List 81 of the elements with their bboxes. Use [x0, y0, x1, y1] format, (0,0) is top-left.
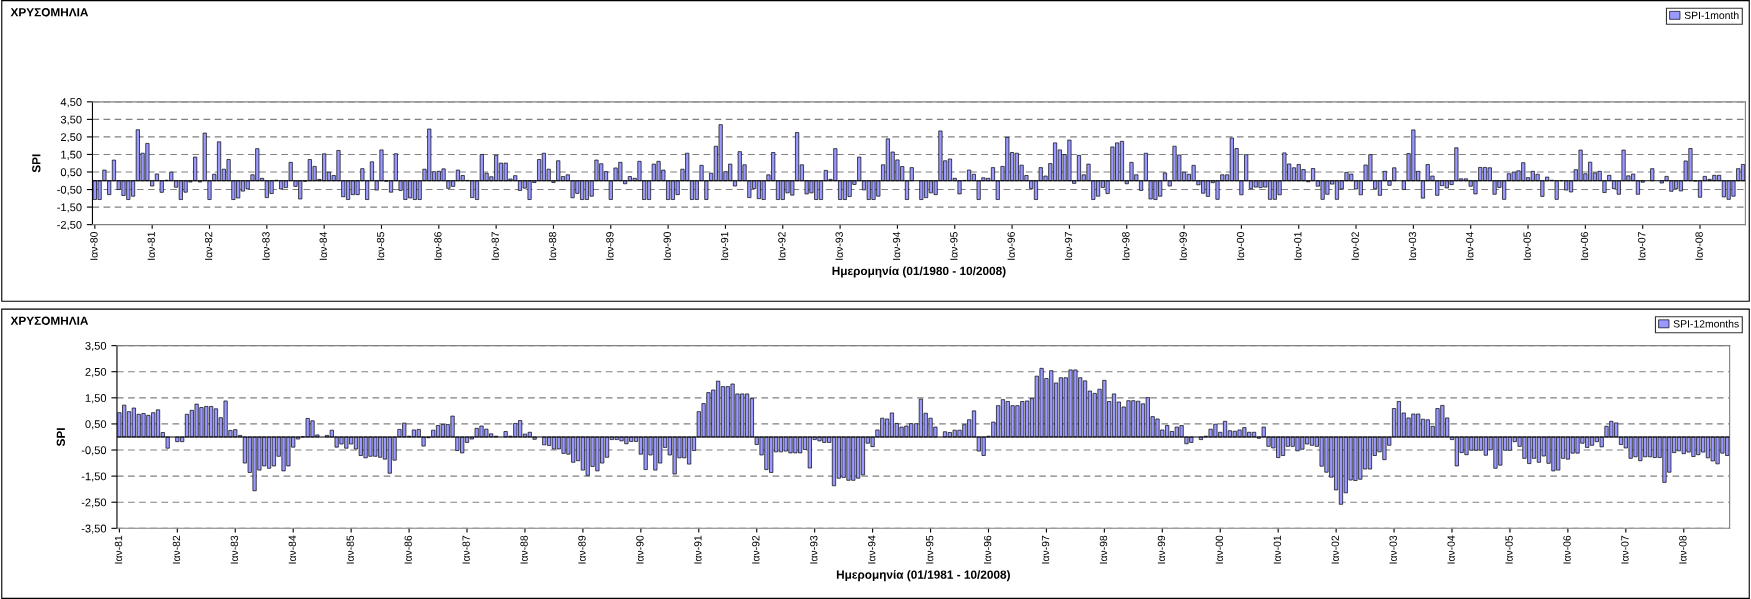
x-tick-label: Ιαν-01: [1273, 535, 1281, 564]
x-tick-label: Ιαν-04: [1466, 231, 1474, 260]
y-tick-label: -0,50: [81, 446, 107, 456]
x-tick-label: Ιαν-03: [1389, 535, 1397, 564]
y-axis-title: SPI: [56, 428, 65, 447]
x-tick-label: Ιαν-86: [404, 535, 412, 564]
y-tick-label: 1,50: [85, 394, 107, 404]
x-tick-label: Ιαν-86: [434, 232, 442, 260]
chart-title: ΧΡΥΣΟΜΗΛΙΑ: [10, 8, 89, 17]
x-tick-label: Ιαν-00: [1236, 231, 1245, 260]
x-tick-label: Ιαν-81: [114, 535, 123, 564]
x-tick-label: Ιαν-07: [1638, 232, 1646, 260]
y-tick-label: -0,50: [57, 185, 82, 195]
y-tick-label: 3,50: [85, 341, 107, 352]
x-tick-label: Ιαν-97: [1064, 232, 1073, 260]
x-tick-label: Ιαν-08: [1695, 232, 1703, 260]
x-tick-label: Ιαν-02: [1331, 535, 1339, 564]
x-tick-label: Ιαν-94: [892, 231, 901, 260]
x-tick-label: Ιαν-88: [548, 232, 557, 260]
x-tick-label: Ιαν-93: [835, 232, 843, 260]
x-tick-label: Ιαν-07: [1621, 535, 1629, 564]
x-tick-label: Ιαν-98: [1122, 232, 1130, 260]
y-tick-label: -2,50: [57, 220, 82, 231]
y-tick-label: 0,50: [85, 420, 107, 430]
y-tick-label: 2,50: [60, 133, 82, 143]
legend-label: SPI-12months: [1673, 319, 1739, 328]
x-tick-label: Ιαν-85: [346, 535, 354, 564]
x-tick-label: Ιαν-91: [720, 232, 729, 260]
y-tick-label: 4,50: [60, 98, 82, 108]
y-axis-title: SPI: [32, 154, 41, 173]
x-tick-label: Ιαν-95: [925, 535, 934, 564]
x-tick-label: Ιαν-82: [172, 535, 181, 564]
x-tick-label: Ιαν-83: [230, 535, 239, 564]
x-tick-label: Ιαν-87: [462, 535, 470, 564]
x-tick-label: Ιαν-85: [376, 232, 385, 260]
x-tick-label: Ιαν-83: [262, 232, 270, 260]
x-tick-label: Ιαν-92: [752, 535, 760, 564]
x-tick-label: Ιαν-93: [810, 535, 818, 564]
x-tick-label: Ιαν-06: [1563, 535, 1571, 564]
x-tick-label: Ιαν-82: [204, 232, 213, 260]
x-axis-title: Ημερομηνία (01/1981 - 10/2008): [836, 570, 1010, 582]
x-tick-label: Ιαν-03: [1408, 232, 1417, 260]
x-tick-label: Ιαν-98: [1099, 535, 1108, 564]
x-tick-label: Ιαν-88: [520, 535, 528, 564]
x-tick-label: Ιαν-02: [1351, 232, 1359, 260]
legend-label: SPI-1month: [1684, 11, 1739, 20]
x-tick-label: Ιαν-96: [983, 535, 992, 564]
y-tick-label: -3,50: [81, 524, 107, 534]
x-tick-label: Ιαν-91: [694, 535, 702, 564]
x-tick-label: Ιαν-05: [1505, 535, 1513, 564]
y-tick-label: -1,50: [81, 472, 107, 482]
x-tick-label: Ιαν-08: [1679, 535, 1687, 564]
x-tick-label: Ιαν-90: [663, 231, 671, 260]
x-tick-label: Ιαν-01: [1294, 232, 1302, 260]
y-tick-label: 3,50: [60, 115, 82, 125]
x-tick-label: Ιαν-00: [1215, 535, 1224, 564]
x-tick-label: Ιαν-05: [1523, 232, 1531, 260]
y-tick-label: 0,50: [60, 168, 82, 178]
x-tick-label: Ιαν-99: [1179, 232, 1187, 260]
x-tick-label: Ιαν-04: [1447, 535, 1455, 564]
x-tick-label: Ιαν-95: [950, 232, 958, 260]
x-tick-label: Ιαν-96: [1007, 232, 1015, 260]
x-tick-label: Ιαν-80: [90, 231, 98, 260]
x-tick-label: Ιαν-06: [1580, 232, 1589, 260]
x-tick-label: Ιαν-84: [319, 231, 327, 260]
x-tick-label: Ιαν-84: [288, 535, 296, 564]
x-tick-label: Ιαν-90: [636, 535, 644, 564]
x-tick-label: Ιαν-92: [778, 232, 786, 260]
y-tick-label: -1,50: [57, 203, 82, 213]
x-axis-title: Ημερομηνία (01/1980 - 10/2008): [832, 266, 1006, 278]
x-tick-label: Ιαν-97: [1041, 535, 1050, 564]
x-tick-label: Ιαν-89: [606, 232, 614, 260]
y-tick-label: 2,50: [85, 367, 107, 378]
y-tick-label: 1,50: [61, 150, 82, 160]
chart-title: ΧΡΥΣΟΜΗΛΙΑ: [10, 316, 89, 325]
y-tick-label: -2,50: [81, 498, 107, 508]
x-tick-label: Ιαν-94: [868, 535, 876, 564]
x-tick-label: Ιαν-87: [491, 232, 499, 260]
x-tick-label: Ιαν-99: [1157, 535, 1166, 564]
x-tick-label: Ιαν-89: [578, 535, 586, 564]
x-tick-label: Ιαν-81: [147, 232, 155, 260]
